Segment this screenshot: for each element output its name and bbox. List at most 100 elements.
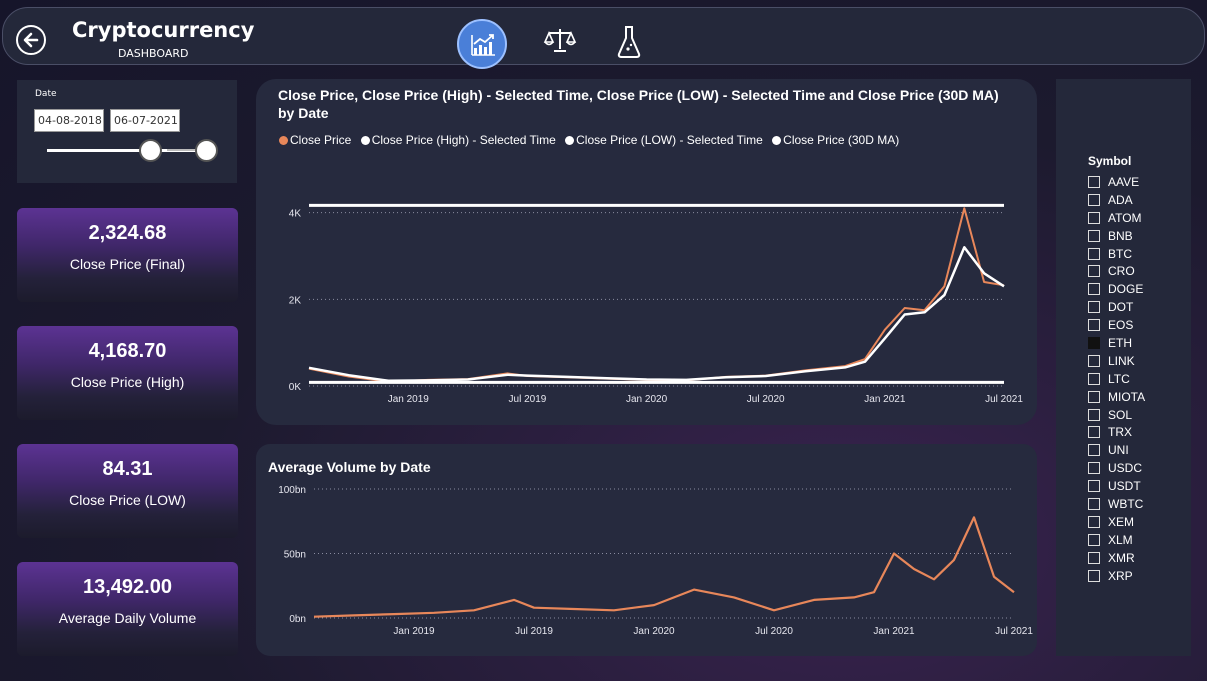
chart-legend: Close Price Close Price (High) - Selecte… <box>279 133 905 147</box>
chart-title: Close Price, Close Price (High) - Select… <box>278 87 999 121</box>
symbol-option-atom[interactable]: ATOM <box>1088 209 1145 227</box>
checkbox[interactable] <box>1088 497 1100 510</box>
start-date-input[interactable]: 04-08-2018 <box>34 109 104 132</box>
x-tick-label: Jan 2021 <box>864 394 906 405</box>
symbol-label: XMR <box>1108 550 1135 565</box>
symbol-option-cro[interactable]: CRO <box>1088 262 1145 280</box>
kpi-label: Close Price (High) <box>70 374 185 390</box>
close-price-plot[interactable]: 0K 2K 4K Jan 2019 Jul 2019 Jan 2020 Jul 2020 Ja… <box>256 79 1037 425</box>
date-slider-start-handle[interactable] <box>139 139 162 162</box>
checkbox[interactable] <box>1088 247 1100 260</box>
symbol-option-aave[interactable]: AAVE <box>1088 173 1145 191</box>
x-tick-label: Jul 2020 <box>755 626 793 637</box>
checkbox[interactable] <box>1088 336 1100 349</box>
kpi-value: 84.31 <box>102 458 153 480</box>
legend-label: Close Price (LOW) - Selected Time <box>576 133 763 147</box>
date-slider-end-handle[interactable] <box>195 139 218 162</box>
symbol-option-link[interactable]: LINK <box>1088 352 1145 370</box>
x-tick-label: Jul 2020 <box>747 394 785 405</box>
kpi-close-price-high: 4,168.70 Close Price (High) <box>17 326 238 420</box>
balance-scale-icon <box>543 29 577 52</box>
symbol-option-usdc[interactable]: USDC <box>1088 459 1145 477</box>
date-filter-label: Date <box>35 89 57 99</box>
kpi-close-price-low: 84.31 Close Price (LOW) <box>17 444 238 538</box>
checkbox[interactable] <box>1088 265 1100 278</box>
y-tick-label: 4K <box>289 209 302 220</box>
checkbox[interactable] <box>1088 533 1100 546</box>
checkbox[interactable] <box>1088 551 1100 564</box>
checkbox[interactable] <box>1088 480 1100 493</box>
series-line-4 <box>308 246 1005 383</box>
nav-analysis-button[interactable] <box>616 25 642 63</box>
symbol-option-dot[interactable]: DOT <box>1088 298 1145 316</box>
checkbox[interactable] <box>1088 444 1100 457</box>
symbol-option-xem[interactable]: XEM <box>1088 513 1145 531</box>
close-price-chart: Close Price, Close Price (High) - Select… <box>256 79 1037 425</box>
checkbox[interactable] <box>1088 211 1100 224</box>
symbol-option-ada[interactable]: ADA <box>1088 191 1145 209</box>
checkbox[interactable] <box>1088 390 1100 403</box>
back-button[interactable] <box>16 25 46 55</box>
checkbox[interactable] <box>1088 426 1100 439</box>
symbol-label: DOGE <box>1108 282 1144 297</box>
checkbox[interactable] <box>1088 193 1100 206</box>
symbol-option-wbtc[interactable]: WBTC <box>1088 495 1145 513</box>
symbol-option-trx[interactable]: TRX <box>1088 423 1145 441</box>
top-bar: Cryptocurrency DASHBOARD <box>2 7 1205 69</box>
checkbox[interactable] <box>1088 372 1100 385</box>
symbol-option-uni[interactable]: UNI <box>1088 441 1145 459</box>
symbol-label: DOT <box>1108 300 1134 315</box>
date-slider-track[interactable] <box>47 149 207 152</box>
legend-label: Close Price <box>290 133 352 147</box>
volume-chart: Average Volume by Date 0bn 50bn 100bn Jan 2… <box>256 444 1037 656</box>
symbol-option-eos[interactable]: EOS <box>1088 316 1145 334</box>
end-date-input[interactable]: 06-07-2021 <box>110 109 180 132</box>
symbol-option-usdt[interactable]: USDT <box>1088 477 1145 495</box>
symbol-label: USDT <box>1108 479 1141 494</box>
nav-compare-button[interactable] <box>543 26 577 58</box>
symbol-option-bnb[interactable]: BNB <box>1088 227 1145 245</box>
symbol-option-doge[interactable]: DOGE <box>1088 280 1145 298</box>
y-tick-label: 50bn <box>284 550 306 561</box>
symbol-label: EOS <box>1108 318 1134 333</box>
legend-item[interactable]: Close Price <box>279 133 351 147</box>
y-tick-label: 0K <box>289 382 302 393</box>
app-subtitle: DASHBOARD <box>118 47 189 60</box>
checkbox[interactable] <box>1088 408 1100 421</box>
y-tick-label: 0bn <box>289 614 306 625</box>
checkbox[interactable] <box>1088 301 1100 314</box>
symbol-option-xlm[interactable]: XLM <box>1088 531 1145 549</box>
symbol-label: LINK <box>1108 353 1135 368</box>
legend-item[interactable]: Close Price (LOW) - Selected Time <box>565 133 763 147</box>
symbol-option-eth[interactable]: ETH <box>1088 334 1145 352</box>
symbol-option-sol[interactable]: SOL <box>1088 406 1145 424</box>
legend-dot <box>565 136 575 145</box>
symbol-slicer-title: Symbol <box>1088 154 1132 168</box>
x-tick-label: Jul 2021 <box>985 394 1023 405</box>
symbol-option-ltc[interactable]: LTC <box>1088 370 1145 388</box>
volume-plot[interactable]: 0bn 50bn 100bn Jan 2019 Jul 2019 Jan 2020 Jul … <box>256 444 1037 656</box>
checkbox[interactable] <box>1088 175 1100 188</box>
checkbox[interactable] <box>1088 462 1100 475</box>
legend-dot <box>360 136 370 145</box>
checkbox[interactable] <box>1088 354 1100 367</box>
x-tick-label: Jan 2019 <box>393 626 435 637</box>
checkbox[interactable] <box>1088 229 1100 242</box>
symbol-label: UNI <box>1108 443 1129 458</box>
checkbox[interactable] <box>1088 569 1100 582</box>
app-title: Cryptocurrency <box>72 18 255 42</box>
symbol-label: LTC <box>1108 371 1130 386</box>
x-tick-label: Jan 2021 <box>873 626 915 637</box>
symbol-option-xrp[interactable]: XRP <box>1088 567 1145 585</box>
symbol-option-btc[interactable]: BTC <box>1088 245 1145 263</box>
symbol-option-miota[interactable]: MIOTA <box>1088 388 1145 406</box>
nav-dashboard-button[interactable] <box>457 19 507 69</box>
symbol-option-xmr[interactable]: XMR <box>1088 549 1145 567</box>
checkbox[interactable] <box>1088 515 1100 528</box>
legend-item[interactable]: Close Price (High) - Selected Time <box>360 133 556 147</box>
checkbox[interactable] <box>1088 319 1100 332</box>
symbol-slicer: Symbol AAVE ADA ATOM BNB BTC CRO DOGE DOT EOS ETH… <box>1056 79 1191 656</box>
checkbox[interactable] <box>1088 283 1100 296</box>
legend-item[interactable]: Close Price (30D MA) <box>772 133 899 147</box>
kpi-value: 2,324.68 <box>88 222 167 244</box>
